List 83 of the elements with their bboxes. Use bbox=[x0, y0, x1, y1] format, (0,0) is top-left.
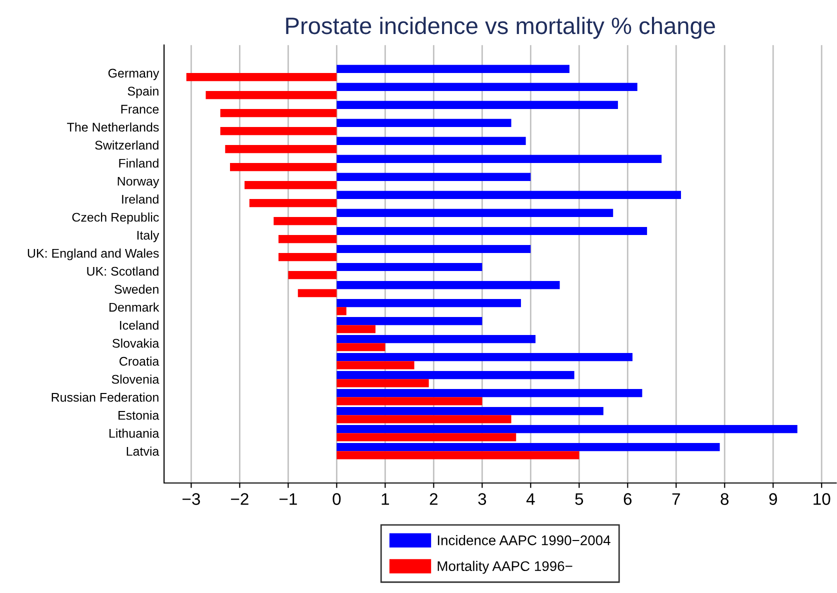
x-tick-label: −2 bbox=[231, 493, 248, 505]
bar bbox=[336, 397, 482, 406]
bar bbox=[336, 118, 512, 127]
chart-title: Prostate incidence vs mortality % change bbox=[286, 16, 715, 39]
bar bbox=[274, 217, 337, 226]
y-tick-label: Germany bbox=[108, 68, 160, 80]
bar bbox=[336, 407, 604, 416]
bar bbox=[278, 253, 337, 262]
bar bbox=[220, 127, 337, 136]
bar bbox=[336, 415, 512, 424]
bar bbox=[249, 199, 337, 208]
legend-label: Incidence AAPC 1990−2004 bbox=[438, 535, 610, 546]
bar bbox=[336, 425, 798, 434]
y-tick-label: Switzerland bbox=[95, 140, 158, 150]
bar bbox=[336, 280, 560, 290]
x-tick-label: 0 bbox=[332, 493, 341, 505]
bar bbox=[336, 443, 720, 452]
bar bbox=[336, 82, 638, 91]
bar bbox=[206, 90, 337, 100]
y-tick-label: UK: England and Wales bbox=[28, 248, 159, 260]
bar bbox=[336, 343, 386, 352]
bar bbox=[336, 208, 614, 218]
bar bbox=[336, 307, 346, 316]
y-tick-label: France bbox=[121, 104, 159, 114]
bar bbox=[244, 181, 337, 190]
bar bbox=[336, 190, 681, 200]
bar bbox=[336, 262, 482, 272]
x-tick-label: 4 bbox=[526, 493, 535, 505]
bar bbox=[230, 163, 337, 172]
y-tick-label: Russian Federation bbox=[52, 392, 158, 402]
bar bbox=[336, 433, 516, 442]
x-tick-label: 8 bbox=[720, 493, 729, 505]
bar bbox=[336, 325, 376, 334]
bar bbox=[336, 100, 618, 109]
y-tick-label: Czech Republic bbox=[72, 212, 159, 224]
y-tick-label: UK: Scotland bbox=[87, 266, 158, 276]
x-tick-label: 9 bbox=[769, 493, 777, 505]
bar bbox=[278, 235, 337, 244]
y-tick-label: Sweden bbox=[114, 284, 158, 294]
x-tick-label: −1 bbox=[280, 493, 297, 505]
y-tick-label: Croatia bbox=[120, 356, 160, 366]
bar bbox=[336, 244, 531, 254]
bar bbox=[336, 451, 580, 460]
y-tick-label: Latvia bbox=[126, 446, 160, 456]
y-tick-label: The Netherlands bbox=[67, 122, 159, 132]
bar bbox=[336, 334, 536, 344]
bar bbox=[288, 271, 337, 280]
y-tick-label: Denmark bbox=[110, 302, 160, 312]
bar bbox=[336, 172, 531, 182]
bar bbox=[298, 289, 337, 298]
y-tick-label: Estonia bbox=[118, 410, 160, 420]
bar bbox=[336, 352, 632, 362]
bar bbox=[336, 370, 574, 380]
x-tick-label: 5 bbox=[575, 493, 584, 505]
bar bbox=[336, 298, 521, 308]
bar bbox=[186, 72, 337, 82]
x-tick-label: 2 bbox=[430, 493, 438, 505]
y-tick-label: Lithuania bbox=[109, 428, 160, 438]
bar bbox=[336, 379, 429, 388]
bar bbox=[336, 136, 526, 146]
bar bbox=[336, 226, 648, 236]
x-tick-label: 6 bbox=[624, 493, 632, 505]
bar bbox=[336, 389, 642, 398]
legend-label: Mortality AAPC 1996− bbox=[438, 560, 572, 574]
y-tick-label: Slovakia bbox=[112, 338, 160, 348]
y-tick-label: Ireland bbox=[122, 194, 158, 204]
y-tick-label: Finland bbox=[119, 158, 158, 168]
y-tick-label: Slovenia bbox=[112, 374, 160, 384]
x-tick-label: 10 bbox=[814, 493, 830, 505]
bar bbox=[336, 316, 482, 326]
y-tick-label: Italy bbox=[137, 230, 160, 242]
bar bbox=[336, 361, 414, 370]
y-tick-label: Spain bbox=[128, 86, 158, 98]
y-tick-label: Norway bbox=[118, 176, 160, 188]
bar bbox=[336, 154, 662, 164]
x-tick-label: 3 bbox=[478, 493, 486, 505]
x-tick-label: −3 bbox=[182, 493, 200, 505]
y-tick-label: Iceland bbox=[120, 320, 158, 330]
bar bbox=[225, 145, 337, 154]
bar bbox=[220, 108, 337, 118]
x-tick-label: 7 bbox=[672, 493, 680, 505]
x-tick-label: 1 bbox=[382, 493, 389, 505]
bar bbox=[336, 64, 570, 73]
